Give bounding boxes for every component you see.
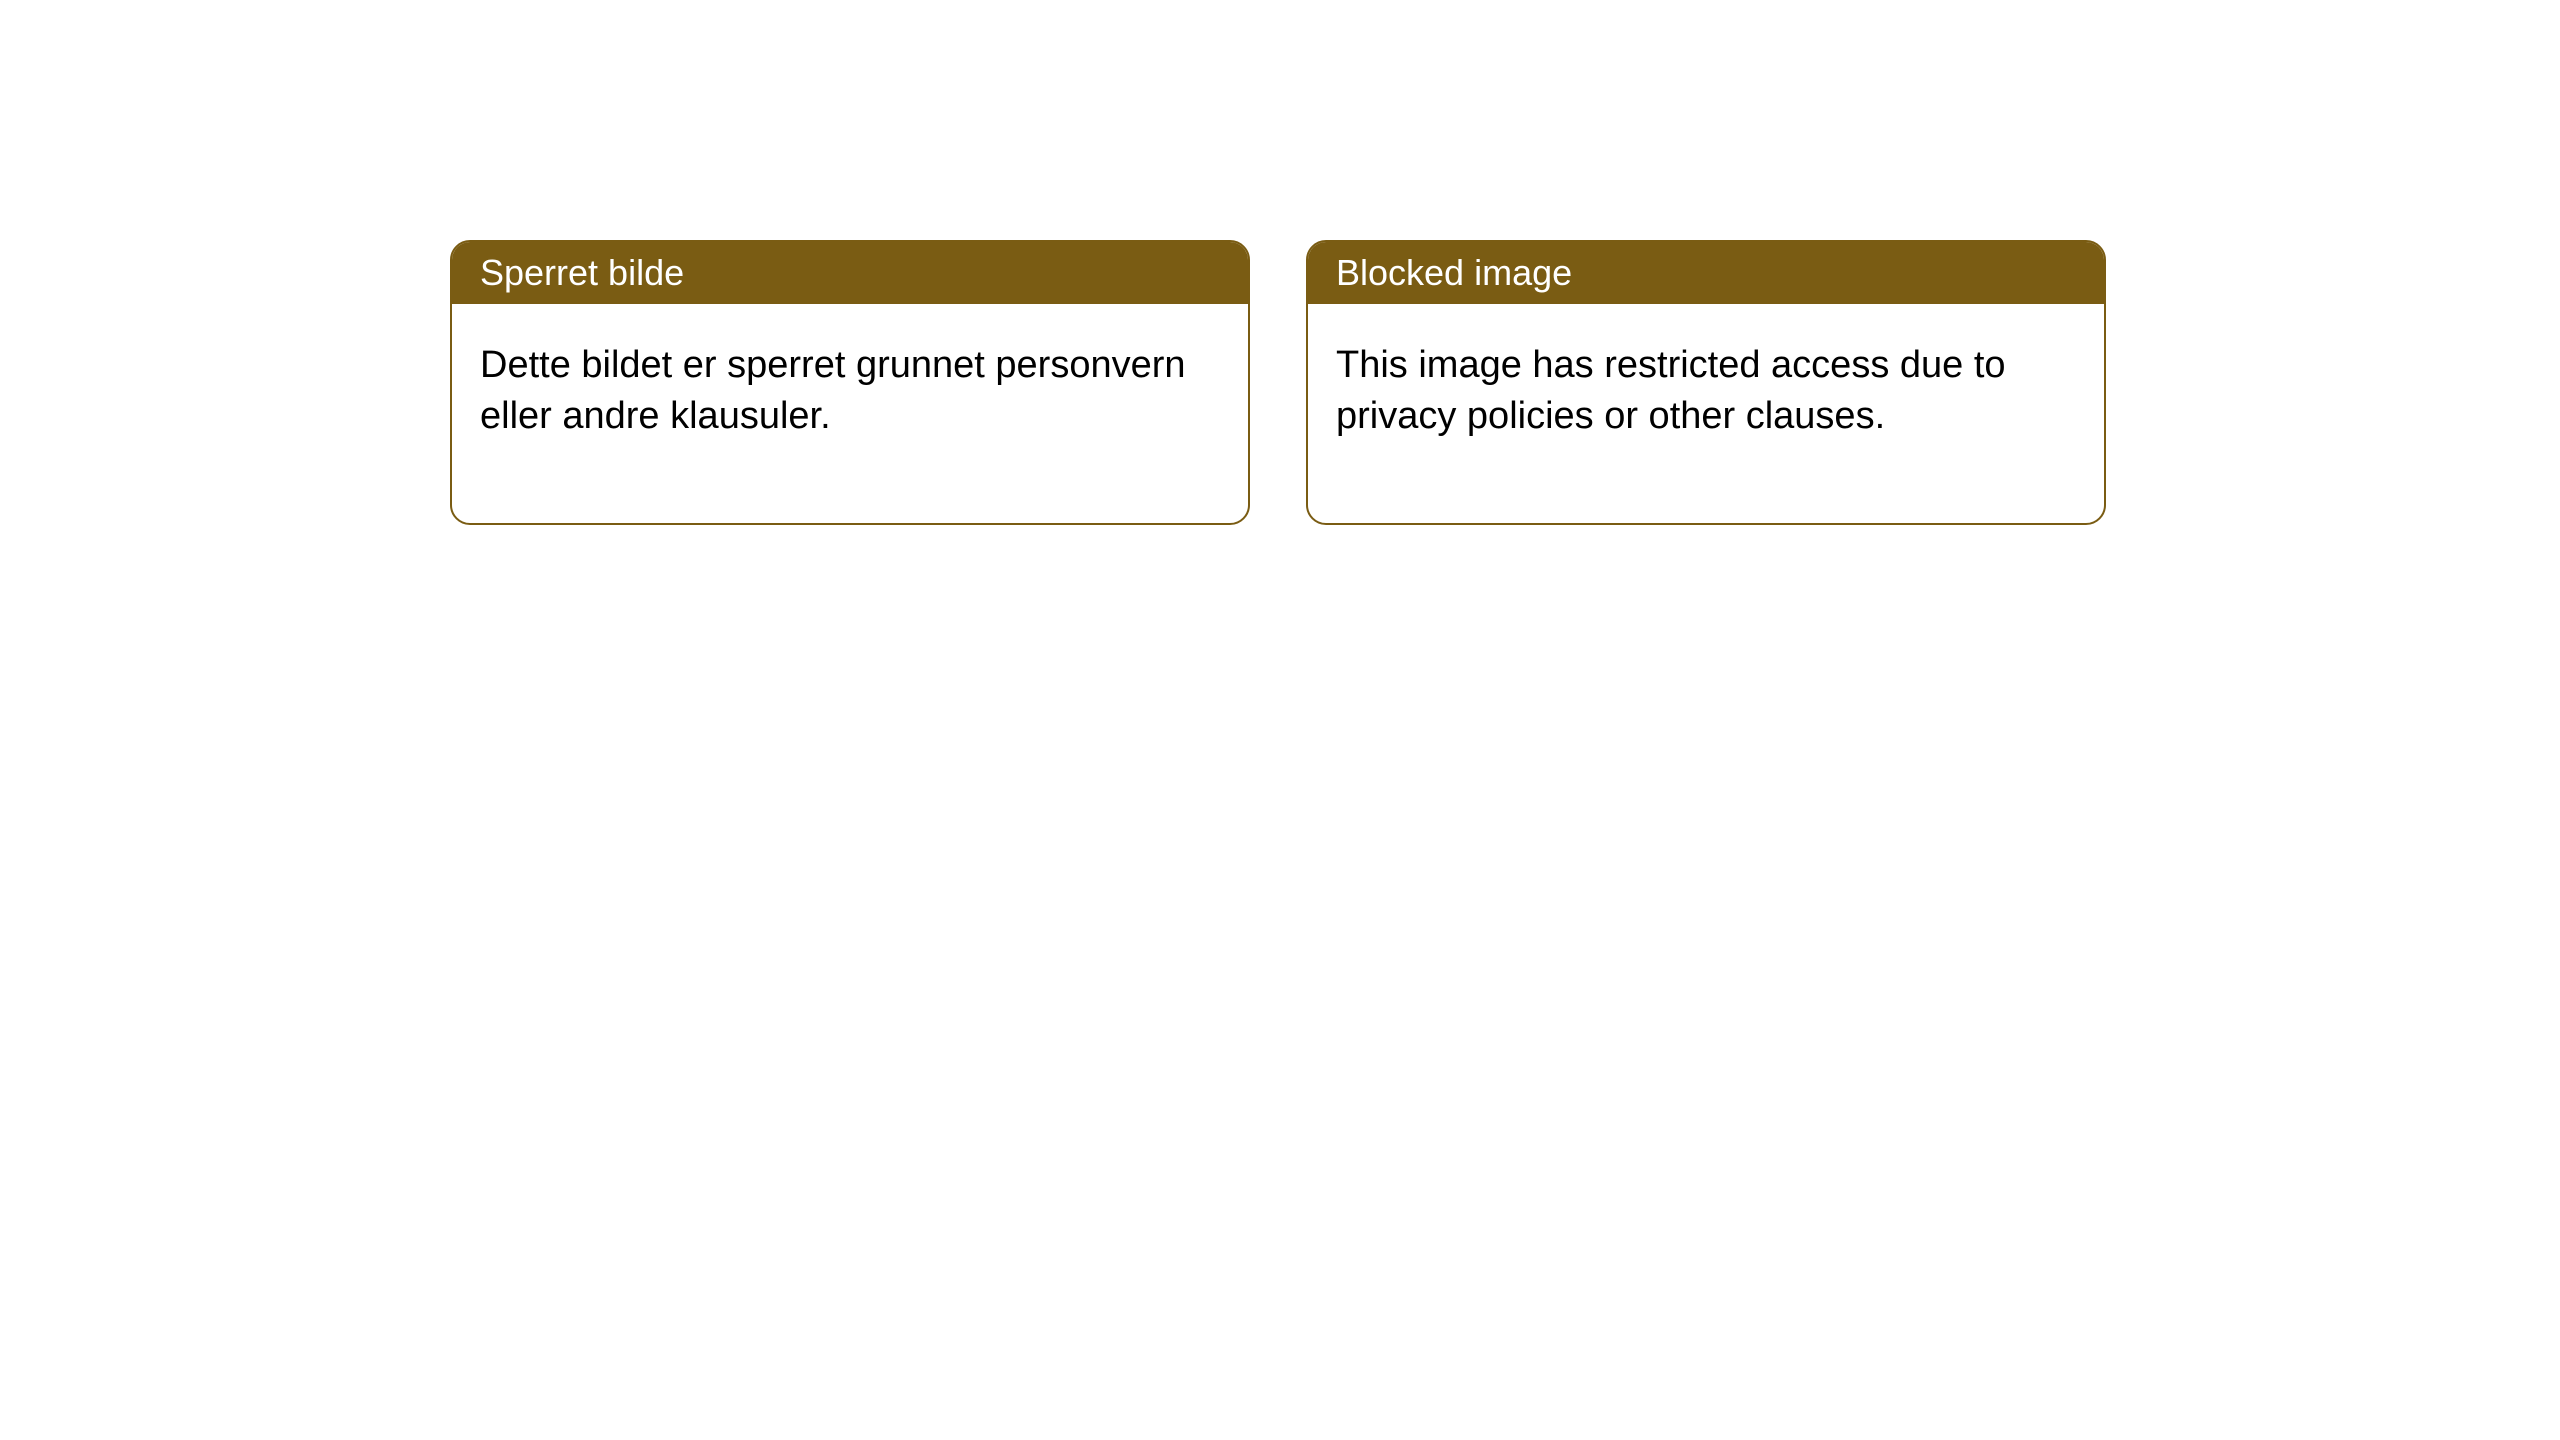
notice-body-text: Dette bildet er sperret grunnet personve… xyxy=(480,344,1186,437)
notice-title: Blocked image xyxy=(1336,252,1572,293)
notice-body-text: This image has restricted access due to … xyxy=(1336,344,2006,437)
notice-box-english: Blocked image This image has restricted … xyxy=(1306,240,2106,525)
notice-box-norwegian: Sperret bilde Dette bildet er sperret gr… xyxy=(450,240,1250,525)
notice-header: Sperret bilde xyxy=(452,242,1248,304)
notice-container: Sperret bilde Dette bildet er sperret gr… xyxy=(0,0,2560,525)
notice-title: Sperret bilde xyxy=(480,252,684,293)
notice-body: Dette bildet er sperret grunnet personve… xyxy=(452,304,1248,523)
notice-header: Blocked image xyxy=(1308,242,2104,304)
notice-body: This image has restricted access due to … xyxy=(1308,304,2104,523)
